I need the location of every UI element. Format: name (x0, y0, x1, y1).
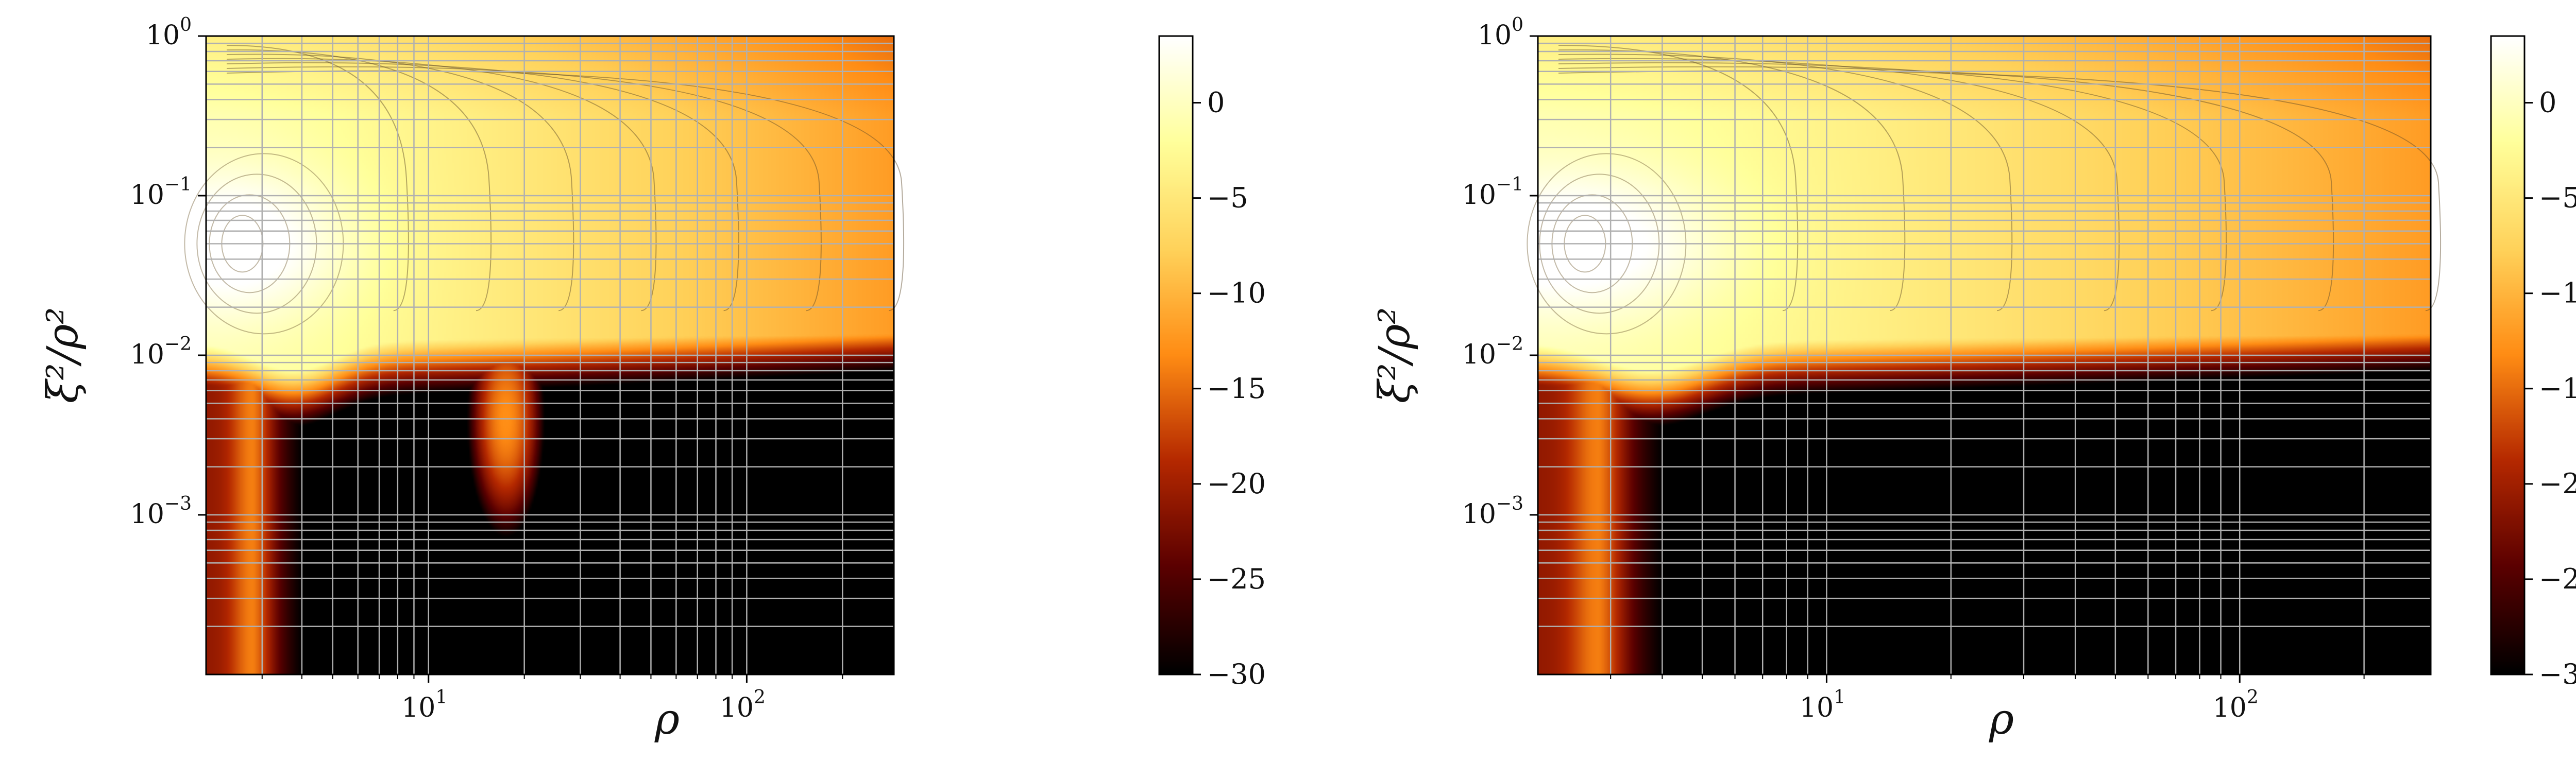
y-axis-label: ξ²/ρ² (1370, 307, 1419, 404)
colorbar-tick-label: 0 (1207, 86, 1225, 119)
x-tick-label: 102 (720, 687, 766, 723)
colorbar-tick-label: −20 (2539, 467, 2576, 500)
colorbar-tick-label: −10 (1207, 277, 1266, 309)
contour-line (1558, 58, 2120, 311)
y-tick-label: 100 (146, 14, 192, 51)
grid (1538, 36, 2431, 674)
x-tick-label: 102 (2213, 687, 2259, 723)
x-axis-label: ρ (1989, 695, 2014, 744)
y-axis-label: ξ²/ρ² (39, 307, 88, 404)
y-tick-label: 10−2 (1462, 334, 1523, 370)
colorbar-tick-label: −15 (1207, 372, 1266, 405)
contour-line (1558, 45, 1799, 311)
x-tick-label: 101 (1800, 687, 1845, 723)
colorbar-tick-label: −30 (2539, 658, 2576, 690)
colorbar-tick-label: −20 (1207, 467, 1266, 500)
contour-line (226, 58, 657, 311)
colorbar-gradient (2491, 36, 2524, 674)
contour-line (1558, 49, 1906, 311)
colorbar-tick-label: 0 (2539, 86, 2556, 119)
contour-line (226, 70, 905, 311)
y-tick-label: 10−1 (130, 174, 192, 211)
chart-panel-1: 101 102 100 10−1 10−2 10−3 ρ ξ²/ρ² 0 −5 −10 −15 −20 −… (39, 14, 1266, 744)
y-tick-label: 100 (1478, 14, 1523, 51)
colorbar: 0 −5 −10 −15 −20 −25 −30 (1158, 35, 1266, 690)
x-tick-label: 101 (401, 687, 447, 723)
contour-line (226, 49, 492, 311)
colorbar-gradient (1159, 36, 1193, 674)
contour-line (226, 45, 409, 311)
colorbar-frame (1158, 35, 1194, 676)
colorbar-tick-label: −25 (2539, 563, 2576, 595)
colorbar-tick-label: −5 (2539, 182, 2576, 214)
colorbar-tick-label: −25 (1207, 563, 1266, 595)
contour-lines (1527, 45, 2442, 335)
y-tick-label: 10−3 (130, 493, 192, 530)
y-tick-label: 10−3 (1462, 493, 1523, 530)
colorbar-frame (2490, 35, 2526, 676)
x-axis-label: ρ (654, 695, 680, 744)
colorbar-tick-label: −15 (2539, 372, 2576, 405)
y-tick-label: 10−2 (130, 334, 192, 370)
colorbar-tick-label: −5 (1207, 182, 1248, 214)
chart-panel-2: 101 102 100 10−1 10−2 10−3 ρ ξ²/ρ² 0 −5 −10 −15 −20 −… (1370, 14, 2576, 744)
colorbar-tick-label: −30 (1207, 658, 1266, 690)
grid (206, 36, 894, 674)
contour-line (1558, 62, 2227, 311)
contour-line (226, 54, 574, 311)
contour-line (1558, 54, 2013, 311)
colorbar: 0 −5 −10 −15 −20 −25 −30 (2490, 35, 2576, 690)
y-tick-label: 10−1 (1462, 174, 1523, 211)
contour-line (226, 66, 822, 311)
contour-line (1558, 66, 2334, 311)
contour-lines (184, 45, 905, 335)
colorbar-tick-label: −10 (2539, 277, 2576, 309)
